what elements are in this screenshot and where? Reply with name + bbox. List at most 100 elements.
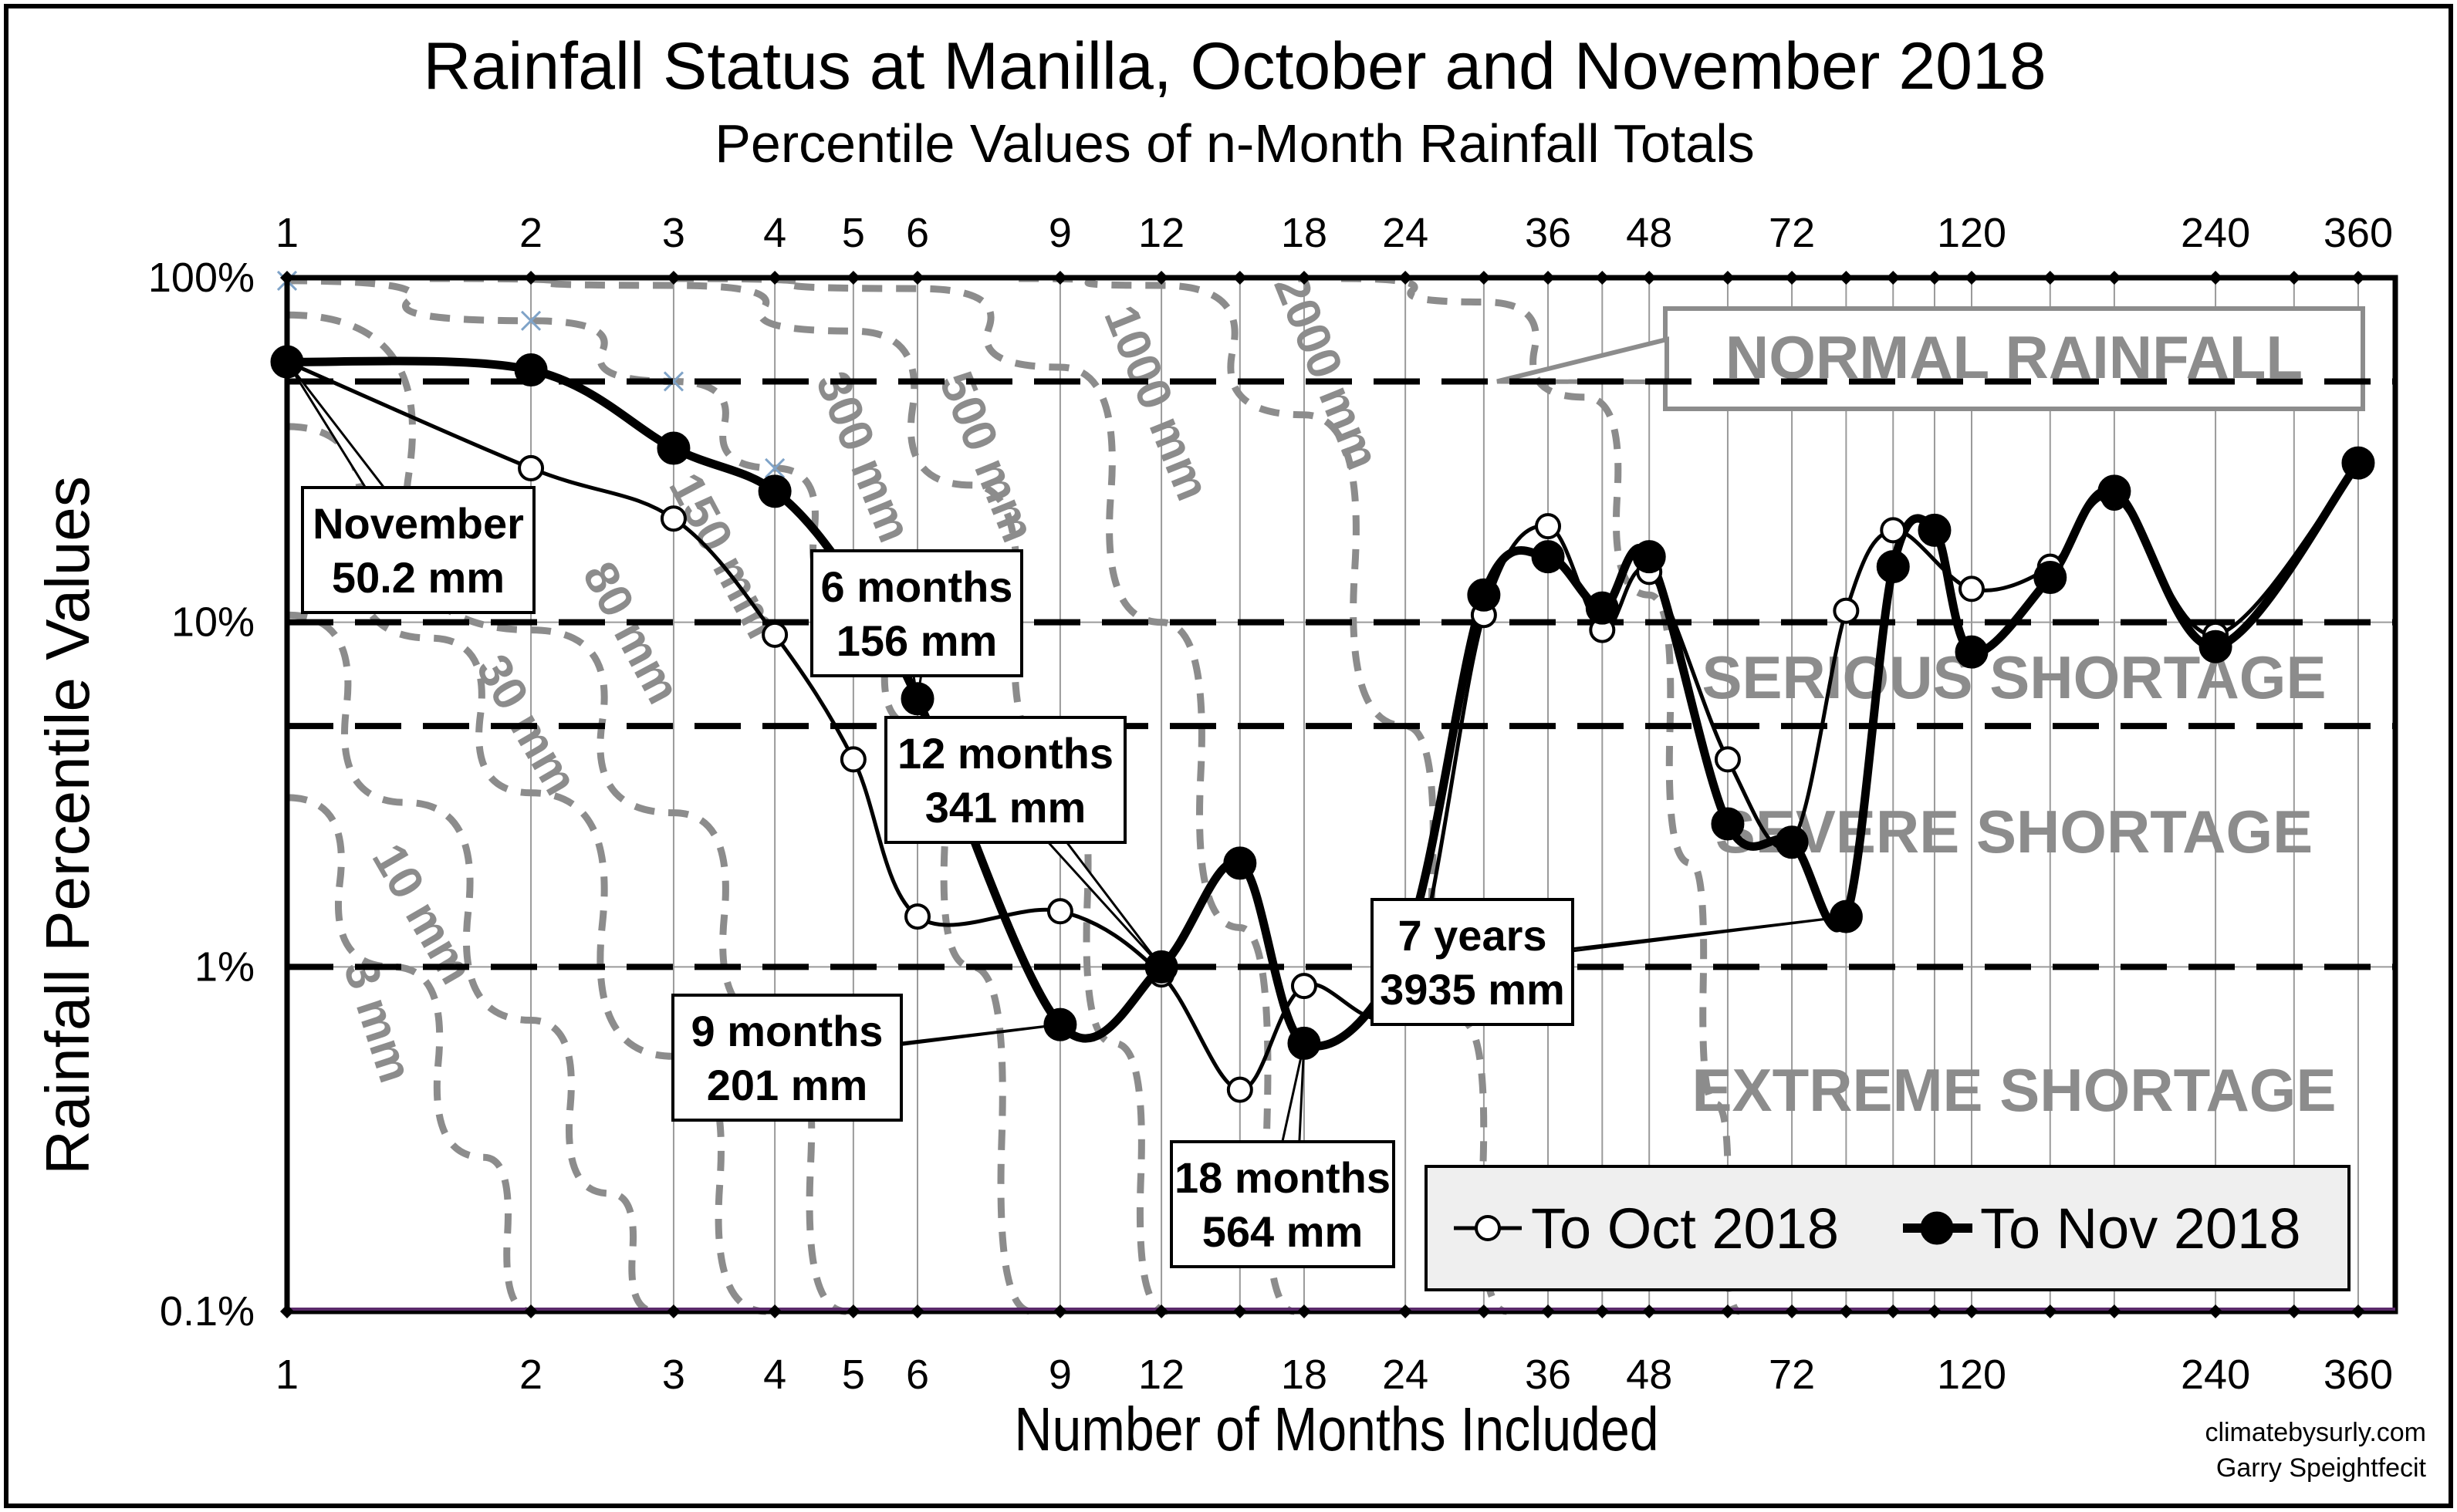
point-oct (518, 454, 545, 481)
axis-tick-mark (846, 271, 860, 285)
axis-tick-mark (1785, 271, 1800, 285)
point-oct (1046, 898, 1073, 925)
axis-tick-mark (1886, 271, 1901, 285)
plot-border (284, 275, 2398, 1315)
x-tick-label-top: 24 (1382, 210, 1428, 256)
point-nov (901, 682, 934, 716)
axis-tick-mark (1154, 1304, 1169, 1318)
point-nov (1829, 899, 1863, 933)
x-tick-label-top: 12 (1138, 210, 1185, 256)
point-nov (1918, 513, 1952, 547)
point-oct (1290, 973, 1317, 1000)
zone-label: SEVERE SHORTAGE (1715, 798, 2313, 866)
axis-tick-mark (524, 271, 539, 285)
point-nov (758, 474, 792, 508)
axis-tick-mark (1154, 271, 1169, 285)
x-tick-label-bottom: 240 (2181, 1352, 2250, 1398)
point-oct (1714, 746, 1741, 773)
y-tick-label: 10% (171, 599, 255, 646)
x-tick-label-top: 5 (842, 210, 865, 256)
axis-tick-mark (768, 271, 782, 285)
x-tick-label-top: 18 (1281, 210, 1327, 256)
point-nov (1223, 846, 1257, 880)
y-tick-label: 1% (194, 943, 255, 990)
x-tick-label-bottom: 36 (1525, 1352, 1571, 1398)
x-tick-label-bottom: 5 (842, 1352, 865, 1398)
axis-tick-mark (2209, 1304, 2223, 1318)
x-tick-label-bottom: 360 (2324, 1352, 2393, 1398)
axis-tick-mark (1296, 1304, 1311, 1318)
plot-area (287, 278, 2395, 1311)
x-tick-label-bottom: 9 (1049, 1352, 1072, 1398)
legend-oct-marker (1475, 1215, 1501, 1241)
y-tick-label: 0.1% (160, 1288, 255, 1335)
point-oct (1833, 597, 1860, 624)
point-nov (1287, 1026, 1321, 1060)
x-tick-label-top: 360 (2324, 210, 2393, 256)
x-tick-label-top: 9 (1049, 210, 1072, 256)
point-nov (514, 353, 548, 387)
point-nov (1043, 1007, 1077, 1041)
x-tick-label-top: 1 (275, 210, 299, 256)
rain-curve (286, 794, 532, 1315)
curve-marker (765, 457, 786, 478)
point-nov (1711, 807, 1745, 841)
axis-tick-mark (2043, 1304, 2057, 1318)
x-tick-label-bottom: 72 (1769, 1352, 1815, 1398)
credit-author: Garry Speightfecit (2216, 1453, 2427, 1483)
axis-tick-mark (1965, 1304, 1979, 1318)
axis-tick-mark (1927, 271, 1942, 285)
legend-box (1425, 1165, 2351, 1291)
x-tick-label-bottom: 4 (763, 1352, 786, 1398)
rain-curve (1019, 275, 1508, 1315)
axis-tick-mark (1720, 1304, 1735, 1318)
axis-tick-mark (1927, 1304, 1942, 1318)
x-tick-label-top: 4 (763, 210, 786, 256)
x-tick-label-top: 120 (1937, 210, 2006, 256)
axis-tick-mark (1642, 1304, 1657, 1318)
axis-tick-mark (2209, 271, 2223, 285)
axis-tick-mark (2107, 271, 2121, 285)
axis-tick-mark (1476, 1304, 1491, 1318)
y-axis-label: Rainfall Percentile Values (33, 476, 102, 1175)
axis-tick-mark (2351, 271, 2365, 285)
chart-subtitle: Percentile Values of n-Month Rainfall To… (715, 113, 1755, 174)
point-nov (1775, 825, 1809, 859)
axis-tick-mark (1296, 271, 1311, 285)
x-tick-label-top: 36 (1525, 210, 1571, 256)
legend-oct-label: To Oct 2018 (1531, 1196, 1839, 1261)
grid (286, 277, 2395, 1311)
axis-tick-mark (1398, 1304, 1413, 1318)
x-tick-label-bottom: 24 (1382, 1352, 1428, 1398)
point-nov (1531, 540, 1565, 574)
point-nov (1144, 950, 1178, 984)
axis-tick-mark (1886, 1304, 1901, 1318)
chart-title: Rainfall Status at Manilla, October and … (423, 29, 2046, 103)
callout-line2: 3935 mm (1380, 965, 1565, 1014)
curve-marker (521, 310, 542, 331)
callout-line1: 9 months (691, 1007, 884, 1055)
axis-tick-mark (2107, 1304, 2121, 1318)
axis-tick-mark (846, 1304, 860, 1318)
callout-box (810, 549, 1023, 677)
point-oct (1959, 575, 1986, 602)
zone-label: EXTREME SHORTAGE (1692, 1056, 2337, 1124)
axes: 1122334455669912121818242436364848727212… (148, 210, 2398, 1398)
callout-box (301, 486, 536, 614)
axis-tick-mark (768, 1304, 782, 1318)
point-nov (1467, 578, 1501, 612)
x-tick-label-bottom: 120 (1937, 1352, 2006, 1398)
x-tick-label-bottom: 3 (662, 1352, 685, 1398)
point-nov (657, 431, 691, 465)
callout-line1: 18 months (1174, 1153, 1391, 1202)
point-oct (904, 903, 931, 930)
axis-tick-mark (1595, 271, 1610, 285)
x-tick-label-top: 72 (1769, 210, 1815, 256)
axis-tick-mark (666, 271, 681, 285)
threshold-lines (287, 378, 2395, 970)
point-nov (2097, 474, 2131, 508)
axis-tick-mark (1232, 1304, 1247, 1318)
curve-marker (663, 371, 684, 392)
callout-line1: 7 years (1397, 911, 1546, 960)
